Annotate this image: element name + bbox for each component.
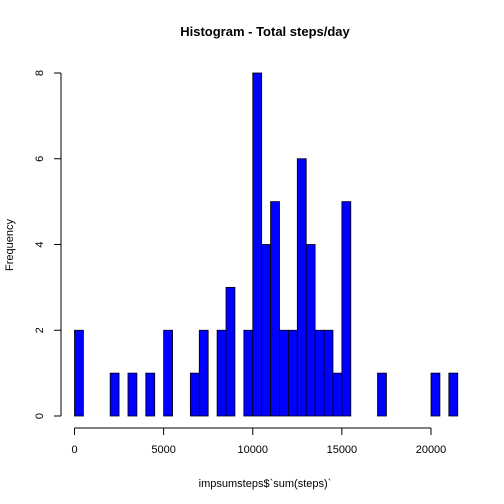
y-tick-label: 0 (34, 413, 46, 419)
y-tick-label: 6 (34, 156, 46, 162)
x-axis-label: impsumsteps$`sum(steps)` (199, 478, 332, 490)
x-tick-label: 10000 (237, 444, 268, 456)
histogram-bar (332, 372, 343, 417)
histogram-bar (430, 372, 441, 417)
bars-group (74, 72, 459, 417)
histogram-bar (163, 329, 173, 417)
x-tick-label: 5000 (151, 444, 175, 456)
histogram-bar (305, 244, 316, 417)
histogram-bar (109, 372, 120, 417)
x-tick-label: 15000 (327, 444, 358, 456)
histogram-bar (270, 201, 280, 417)
histogram-bar (74, 329, 84, 417)
histogram-bar (296, 158, 307, 417)
y-tick-label: 4 (34, 241, 46, 247)
x-tick-label: 0 (71, 444, 77, 456)
y-tick-label: 2 (34, 327, 46, 333)
histogram-bar (243, 329, 254, 417)
histogram-bar (216, 329, 227, 417)
histogram-bar (198, 329, 209, 417)
histogram-bar (252, 72, 263, 417)
histogram-bar (145, 372, 156, 417)
x-tick-label: 20000 (416, 444, 447, 456)
y-axis: 0 2 4 6 8 (34, 70, 62, 419)
histogram-bar (127, 372, 138, 417)
x-axis: 0 5000 10000 15000 20000 (71, 427, 447, 456)
histogram-bar (279, 329, 289, 417)
histogram-bar (323, 329, 334, 417)
histogram-bar (225, 286, 236, 417)
histogram-bar (287, 329, 298, 417)
histogram-bar (448, 372, 459, 417)
y-axis-label: Frequency (4, 219, 16, 271)
histogram-bar (189, 372, 200, 417)
histogram-bar (314, 329, 325, 417)
y-tick-label: 8 (34, 70, 46, 76)
histogram-bar (341, 201, 352, 417)
histogram-bar (377, 372, 387, 417)
chart-title: Histogram - Total steps/day (180, 24, 350, 39)
histogram-bar (261, 244, 271, 417)
